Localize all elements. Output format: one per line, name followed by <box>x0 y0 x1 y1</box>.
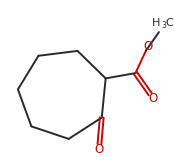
Text: O: O <box>149 92 158 105</box>
Text: O: O <box>143 40 153 53</box>
Text: H: H <box>152 18 160 28</box>
Text: O: O <box>94 143 104 156</box>
Text: 3: 3 <box>161 21 166 30</box>
Text: C: C <box>165 18 173 28</box>
